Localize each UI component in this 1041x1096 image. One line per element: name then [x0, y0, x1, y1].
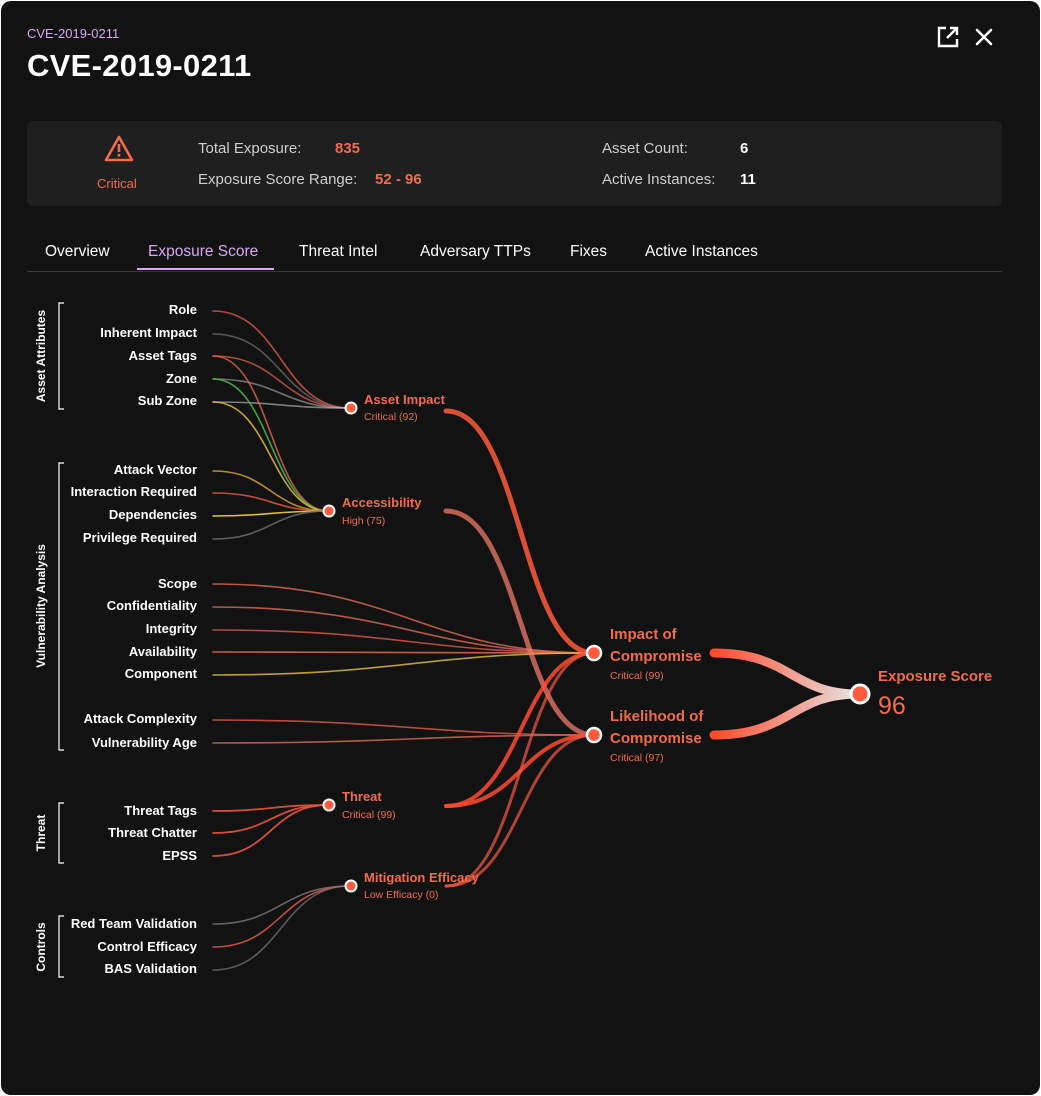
input-control-efficacy: Control Efficacy [97, 939, 197, 954]
bracket-vulnerability-analysis [58, 462, 64, 751]
svg-text:Critical (99): Critical (99) [342, 809, 396, 821]
input-inherent-impact: Inherent Impact [100, 325, 197, 340]
input-interaction-required: Interaction Required [71, 484, 197, 499]
score-range-value: 52 - 96 [375, 171, 422, 188]
asset-count-label: Asset Count: [602, 140, 688, 157]
input-threat-tags: Threat Tags [124, 803, 197, 818]
node-accessibility: Accessibility High (75) [322, 495, 422, 527]
svg-text:High (75): High (75) [342, 515, 385, 527]
node-mitigation-efficacy: Mitigation Efficacy Low Efficacy (0) [344, 870, 480, 901]
tab-active-instances[interactable]: Active Instances [645, 243, 758, 260]
group-label-controls: Controls [34, 922, 48, 972]
bracket-threat [58, 802, 64, 864]
score-range-label: Exposure Score Range: [198, 171, 358, 188]
svg-text:Exposure Score: Exposure Score [878, 668, 992, 685]
links-threat [212, 804, 329, 857]
bracket-controls [58, 915, 64, 978]
svg-text:Mitigation Efficacy: Mitigation Efficacy [364, 870, 480, 885]
svg-text:Compromise: Compromise [610, 648, 702, 665]
input-attack-vector: Attack Vector [114, 462, 197, 477]
tab-bar: Overview Exposure Score Threat Intel Adv… [27, 233, 1002, 272]
links-aggregate [443, 408, 597, 888]
exposure-score-value: 96 [878, 692, 906, 720]
close-icon[interactable] [972, 25, 996, 49]
node-asset-impact: Asset Impact Critical (92) [344, 392, 446, 423]
links-accessibility [212, 355, 329, 540]
group-label-asset-attributes: Asset Attributes [34, 310, 48, 403]
svg-text:Accessibility: Accessibility [342, 495, 422, 510]
input-bas-validation: BAS Validation [105, 961, 198, 976]
input-red-team-validation: Red Team Validation [71, 916, 197, 931]
input-integrity: Integrity [146, 621, 198, 636]
group-label-threat: Threat [34, 815, 48, 852]
links-asset-impact [212, 310, 351, 409]
input-asset-tags: Asset Tags [129, 348, 197, 363]
asset-count-value: 6 [740, 140, 749, 157]
svg-text:Asset Impact: Asset Impact [364, 392, 446, 407]
active-instances-label: Active Instances: [602, 171, 716, 188]
warning-triangle-icon [104, 135, 134, 163]
input-privilege-required: Privilege Required [83, 530, 197, 545]
links-mitigation-efficacy [212, 885, 351, 971]
total-exposure-label: Total Exposure: [198, 140, 302, 157]
svg-text:Threat: Threat [342, 789, 382, 804]
input-scope: Scope [158, 576, 197, 591]
external-link-icon[interactable] [936, 25, 960, 49]
node-exposure-score: Exposure Score 96 [849, 668, 992, 720]
svg-text:Critical (92): Critical (92) [364, 411, 418, 423]
input-vulnerability-age: Vulnerability Age [92, 735, 197, 750]
input-epss: EPSS [162, 848, 197, 863]
svg-text:Critical (97): Critical (97) [610, 752, 664, 764]
node-likelihood-of-compromise: Likelihood of Compromise Critical (97) [585, 708, 704, 764]
input-attack-complexity: Attack Complexity [84, 711, 198, 726]
svg-text:Critical (99): Critical (99) [610, 670, 664, 682]
svg-text:Low Efficacy (0): Low Efficacy (0) [364, 889, 439, 901]
severity-label: Critical [97, 176, 137, 191]
breadcrumb[interactable]: CVE-2019-0211 [27, 26, 120, 41]
svg-text:Compromise: Compromise [610, 730, 702, 747]
tab-adversary-ttps[interactable]: Adversary TTPs [420, 243, 531, 260]
input-component: Component [125, 666, 198, 681]
tab-exposure-score[interactable]: Exposure Score [148, 243, 259, 260]
group-label-vulnerability-analysis: Vulnerability Analysis [34, 544, 48, 668]
svg-text:Impact of: Impact of [610, 626, 678, 643]
input-role: Role [169, 302, 197, 317]
svg-text:Likelihood of: Likelihood of [610, 708, 704, 725]
tab-fixes[interactable]: Fixes [570, 243, 608, 260]
input-sub-zone: Sub Zone [138, 393, 197, 408]
total-exposure-value: 835 [335, 140, 361, 157]
active-instances-value: 11 [740, 171, 756, 188]
input-availability: Availability [129, 644, 198, 659]
node-threat: Threat Critical (99) [322, 789, 396, 821]
bracket-asset-attributes [58, 302, 64, 410]
input-threat-chatter: Threat Chatter [108, 825, 197, 840]
node-impact-of-compromise: Impact of Compromise Critical (99) [585, 626, 702, 682]
links-final [709, 648, 864, 740]
active-tab-underline [137, 268, 274, 270]
input-dependencies: Dependencies [109, 507, 197, 522]
tab-threat-intel[interactable]: Threat Intel [299, 243, 378, 260]
page-title: CVE-2019-0211 [27, 48, 252, 83]
input-confidentiality: Confidentiality [107, 598, 198, 613]
tab-overview[interactable]: Overview [45, 243, 110, 260]
input-zone: Zone [166, 371, 197, 386]
links-impact-of-compromise [212, 583, 595, 676]
summary-card: Critical Total Exposure: 835 Exposure Sc… [27, 121, 1002, 206]
